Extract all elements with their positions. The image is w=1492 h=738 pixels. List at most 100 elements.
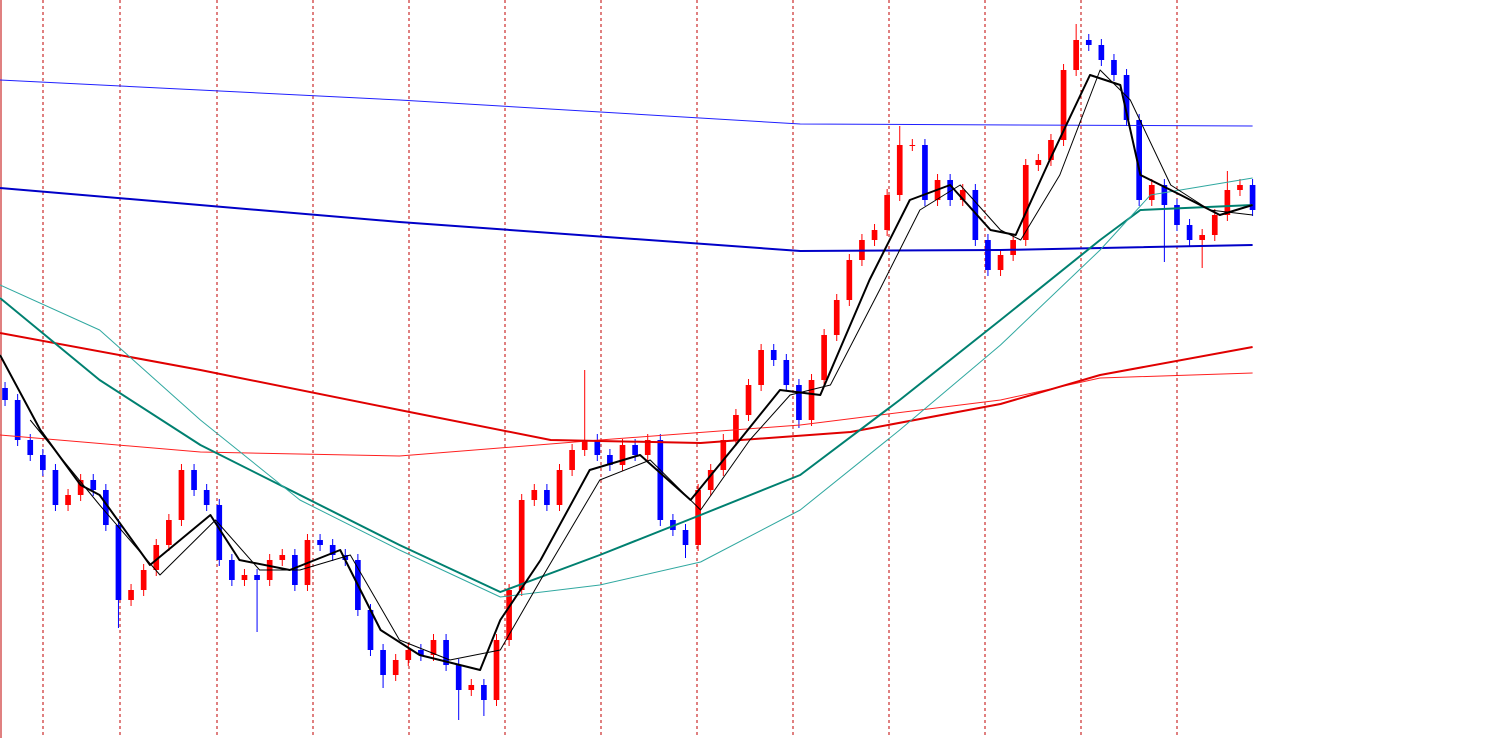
candle-body: [531, 490, 538, 500]
candle-body: [1237, 185, 1243, 190]
moving-average-line: [29, 69, 1253, 661]
period-separators: [42, 0, 1178, 738]
candle-body: [821, 335, 827, 380]
candle-body: [959, 190, 966, 200]
candle-body: [166, 520, 172, 545]
candle-body: [556, 470, 563, 505]
candle-body: [947, 180, 953, 200]
candle-body: [418, 650, 424, 655]
candle-body: [770, 350, 777, 360]
candle-body: [758, 350, 764, 385]
candle-body: [909, 145, 916, 146]
candle-body: [1224, 190, 1231, 215]
candle-body: [745, 385, 752, 415]
candle-body: [90, 480, 97, 490]
candle-body: [796, 385, 802, 420]
candle-body: [1035, 160, 1042, 165]
candle-body: [65, 495, 71, 505]
candle-body: [632, 445, 638, 455]
candle-body: [1085, 40, 1092, 45]
candle-body: [1111, 60, 1117, 75]
candle-body: [1249, 185, 1256, 210]
candle-body: [367, 610, 374, 650]
candle-body: [1060, 70, 1067, 140]
candle-body: [1022, 165, 1029, 240]
moving-average-line: [0, 332, 1253, 444]
candle-body: [1098, 45, 1105, 60]
candle-body: [896, 145, 903, 195]
candle-body: [216, 505, 223, 560]
candle-body: [1186, 225, 1193, 240]
candle-body: [1123, 75, 1130, 120]
candle-body: [279, 555, 286, 560]
candle-body: [317, 540, 323, 545]
candle-body: [405, 650, 412, 660]
candle-body: [1161, 185, 1168, 205]
candle-body: [1199, 235, 1206, 240]
candle-body: [506, 590, 512, 640]
moving-averages: [0, 69, 1253, 671]
candle-body: [569, 450, 575, 470]
moving-average-line: [0, 372, 1253, 457]
candle-body: [972, 190, 979, 240]
candle-body: [103, 490, 109, 525]
candle-body: [644, 440, 651, 455]
candle-body: [607, 455, 613, 465]
candle-body: [392, 660, 399, 675]
candle-body: [1073, 40, 1079, 70]
moving-average-line: [0, 177, 1253, 598]
candle-body: [2, 388, 8, 400]
moving-average-line: [0, 187, 1253, 252]
candle-body: [40, 455, 46, 470]
candle-body: [808, 380, 815, 420]
candle-body: [657, 440, 664, 520]
candle-body: [115, 525, 122, 600]
candle-body: [783, 360, 790, 385]
candle-body: [241, 575, 248, 580]
candle-body: [493, 640, 500, 700]
candle-body: [1148, 185, 1155, 200]
candle-body: [468, 685, 475, 690]
candle-body: [140, 570, 147, 590]
candle-body: [203, 490, 210, 505]
candle-body: [27, 440, 34, 455]
moving-average-line: [0, 74, 1253, 671]
candle-body: [178, 470, 185, 520]
candle-body: [229, 560, 235, 580]
candle-body: [1136, 120, 1142, 200]
candle-body: [1174, 205, 1180, 225]
candle-body: [1211, 215, 1218, 235]
candle-body: [254, 575, 260, 580]
candle-body: [342, 555, 349, 560]
candle-body: [985, 240, 991, 270]
candle-body: [14, 400, 21, 440]
candle-body: [720, 440, 727, 470]
candle-body: [707, 470, 714, 490]
candle-body: [1010, 240, 1016, 255]
moving-average-line: [0, 204, 1253, 593]
candle-body: [922, 145, 928, 200]
candle-body: [1048, 140, 1054, 160]
candle-body: [871, 230, 878, 240]
candle-body: [594, 440, 601, 455]
candle-body: [191, 470, 197, 490]
candles: [2, 24, 1256, 720]
candle-body: [733, 415, 739, 440]
candle-body: [128, 590, 134, 600]
candle-body: [518, 500, 525, 590]
candle-body: [833, 300, 840, 335]
candle-body: [884, 195, 890, 230]
candle-body: [52, 470, 59, 505]
moving-average-line: [0, 79, 1253, 127]
candle-body: [682, 530, 689, 545]
candle-body: [695, 490, 701, 545]
candle-body: [153, 545, 160, 570]
candle-body: [77, 480, 84, 495]
candle-body: [619, 445, 626, 465]
candle-body: [455, 665, 462, 690]
candle-body: [430, 640, 437, 655]
